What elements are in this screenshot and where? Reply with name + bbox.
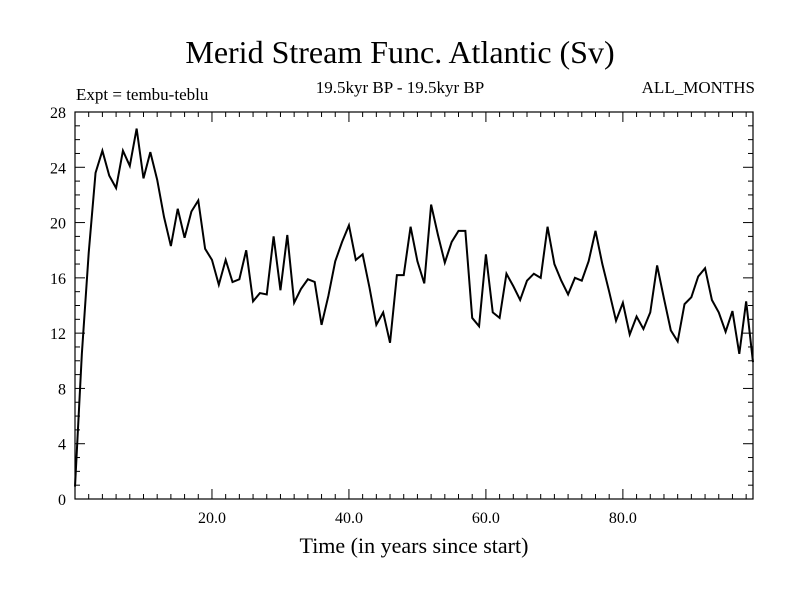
experiment-label: Expt = tembu-teblu bbox=[76, 85, 209, 104]
y-tick-label: 12 bbox=[50, 326, 66, 343]
y-tick-label: 8 bbox=[58, 381, 66, 398]
plot-frame bbox=[74, 111, 754, 500]
chart-title: Merid Stream Func. Atlantic (Sv) bbox=[185, 34, 615, 70]
x-tick-label: 80.0 bbox=[609, 510, 637, 527]
y-tick-label: 28 bbox=[50, 105, 66, 122]
period-subtitle: 19.5kyr BP - 19.5kyr BP bbox=[315, 78, 485, 97]
series-line bbox=[74, 128, 754, 487]
y-tick-label: 4 bbox=[58, 437, 66, 454]
x-tick-label: 40.0 bbox=[335, 510, 363, 527]
y-tick-label: 16 bbox=[50, 271, 66, 288]
y-tick-label: 20 bbox=[50, 216, 66, 233]
x-axis-label: Time (in years since start) bbox=[299, 533, 529, 558]
data-layer bbox=[74, 128, 754, 487]
axes: 0 4 8 12 16 20 24 28 20.0 40.0 60.0 80.0 bbox=[50, 105, 753, 527]
months-label: ALL_MONTHS bbox=[641, 78, 755, 97]
y-tick-label: 24 bbox=[50, 160, 66, 177]
x-tick-label: 20.0 bbox=[198, 510, 226, 527]
x-tick-label: 60.0 bbox=[472, 510, 500, 527]
y-tick-label: 0 bbox=[58, 492, 66, 509]
